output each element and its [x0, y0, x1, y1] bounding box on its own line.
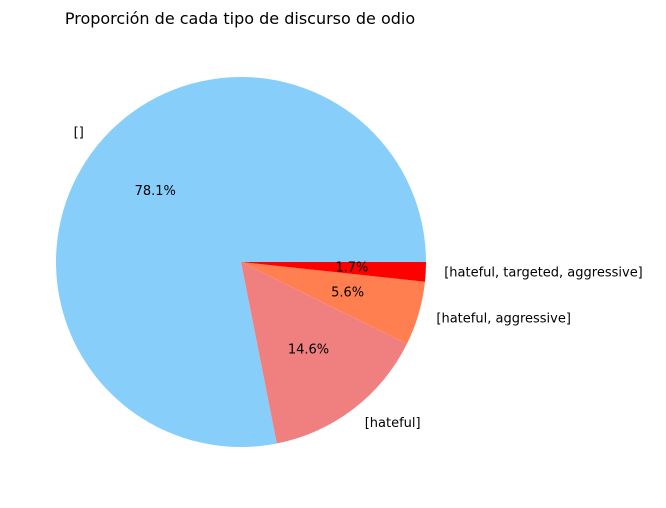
- slice-percentage-label: 1.7%: [335, 260, 368, 275]
- slice-percentage-label: 5.6%: [331, 285, 364, 300]
- pie-slice: [241, 262, 407, 444]
- chart-title: Proporción de cada tipo de discurso de o…: [65, 9, 415, 28]
- slice-label: [hateful]: [365, 416, 421, 431]
- pie-slices: [55, 76, 427, 447]
- slice-percentage-label: 78.1%: [135, 184, 176, 199]
- slice-label: [hateful, aggressive]: [436, 311, 571, 326]
- pie-slice: [241, 262, 426, 282]
- pie-slice: [241, 262, 425, 344]
- slice-label: [hateful, targeted, aggressive]: [444, 265, 643, 280]
- pie-slice: [55, 76, 427, 447]
- slice-percentage-label: 14.6%: [288, 343, 329, 358]
- pie-labels: [] 78.1% [hateful] 14.6% [hateful, aggressiv…: [74, 125, 643, 431]
- slice-label: []: [74, 125, 84, 140]
